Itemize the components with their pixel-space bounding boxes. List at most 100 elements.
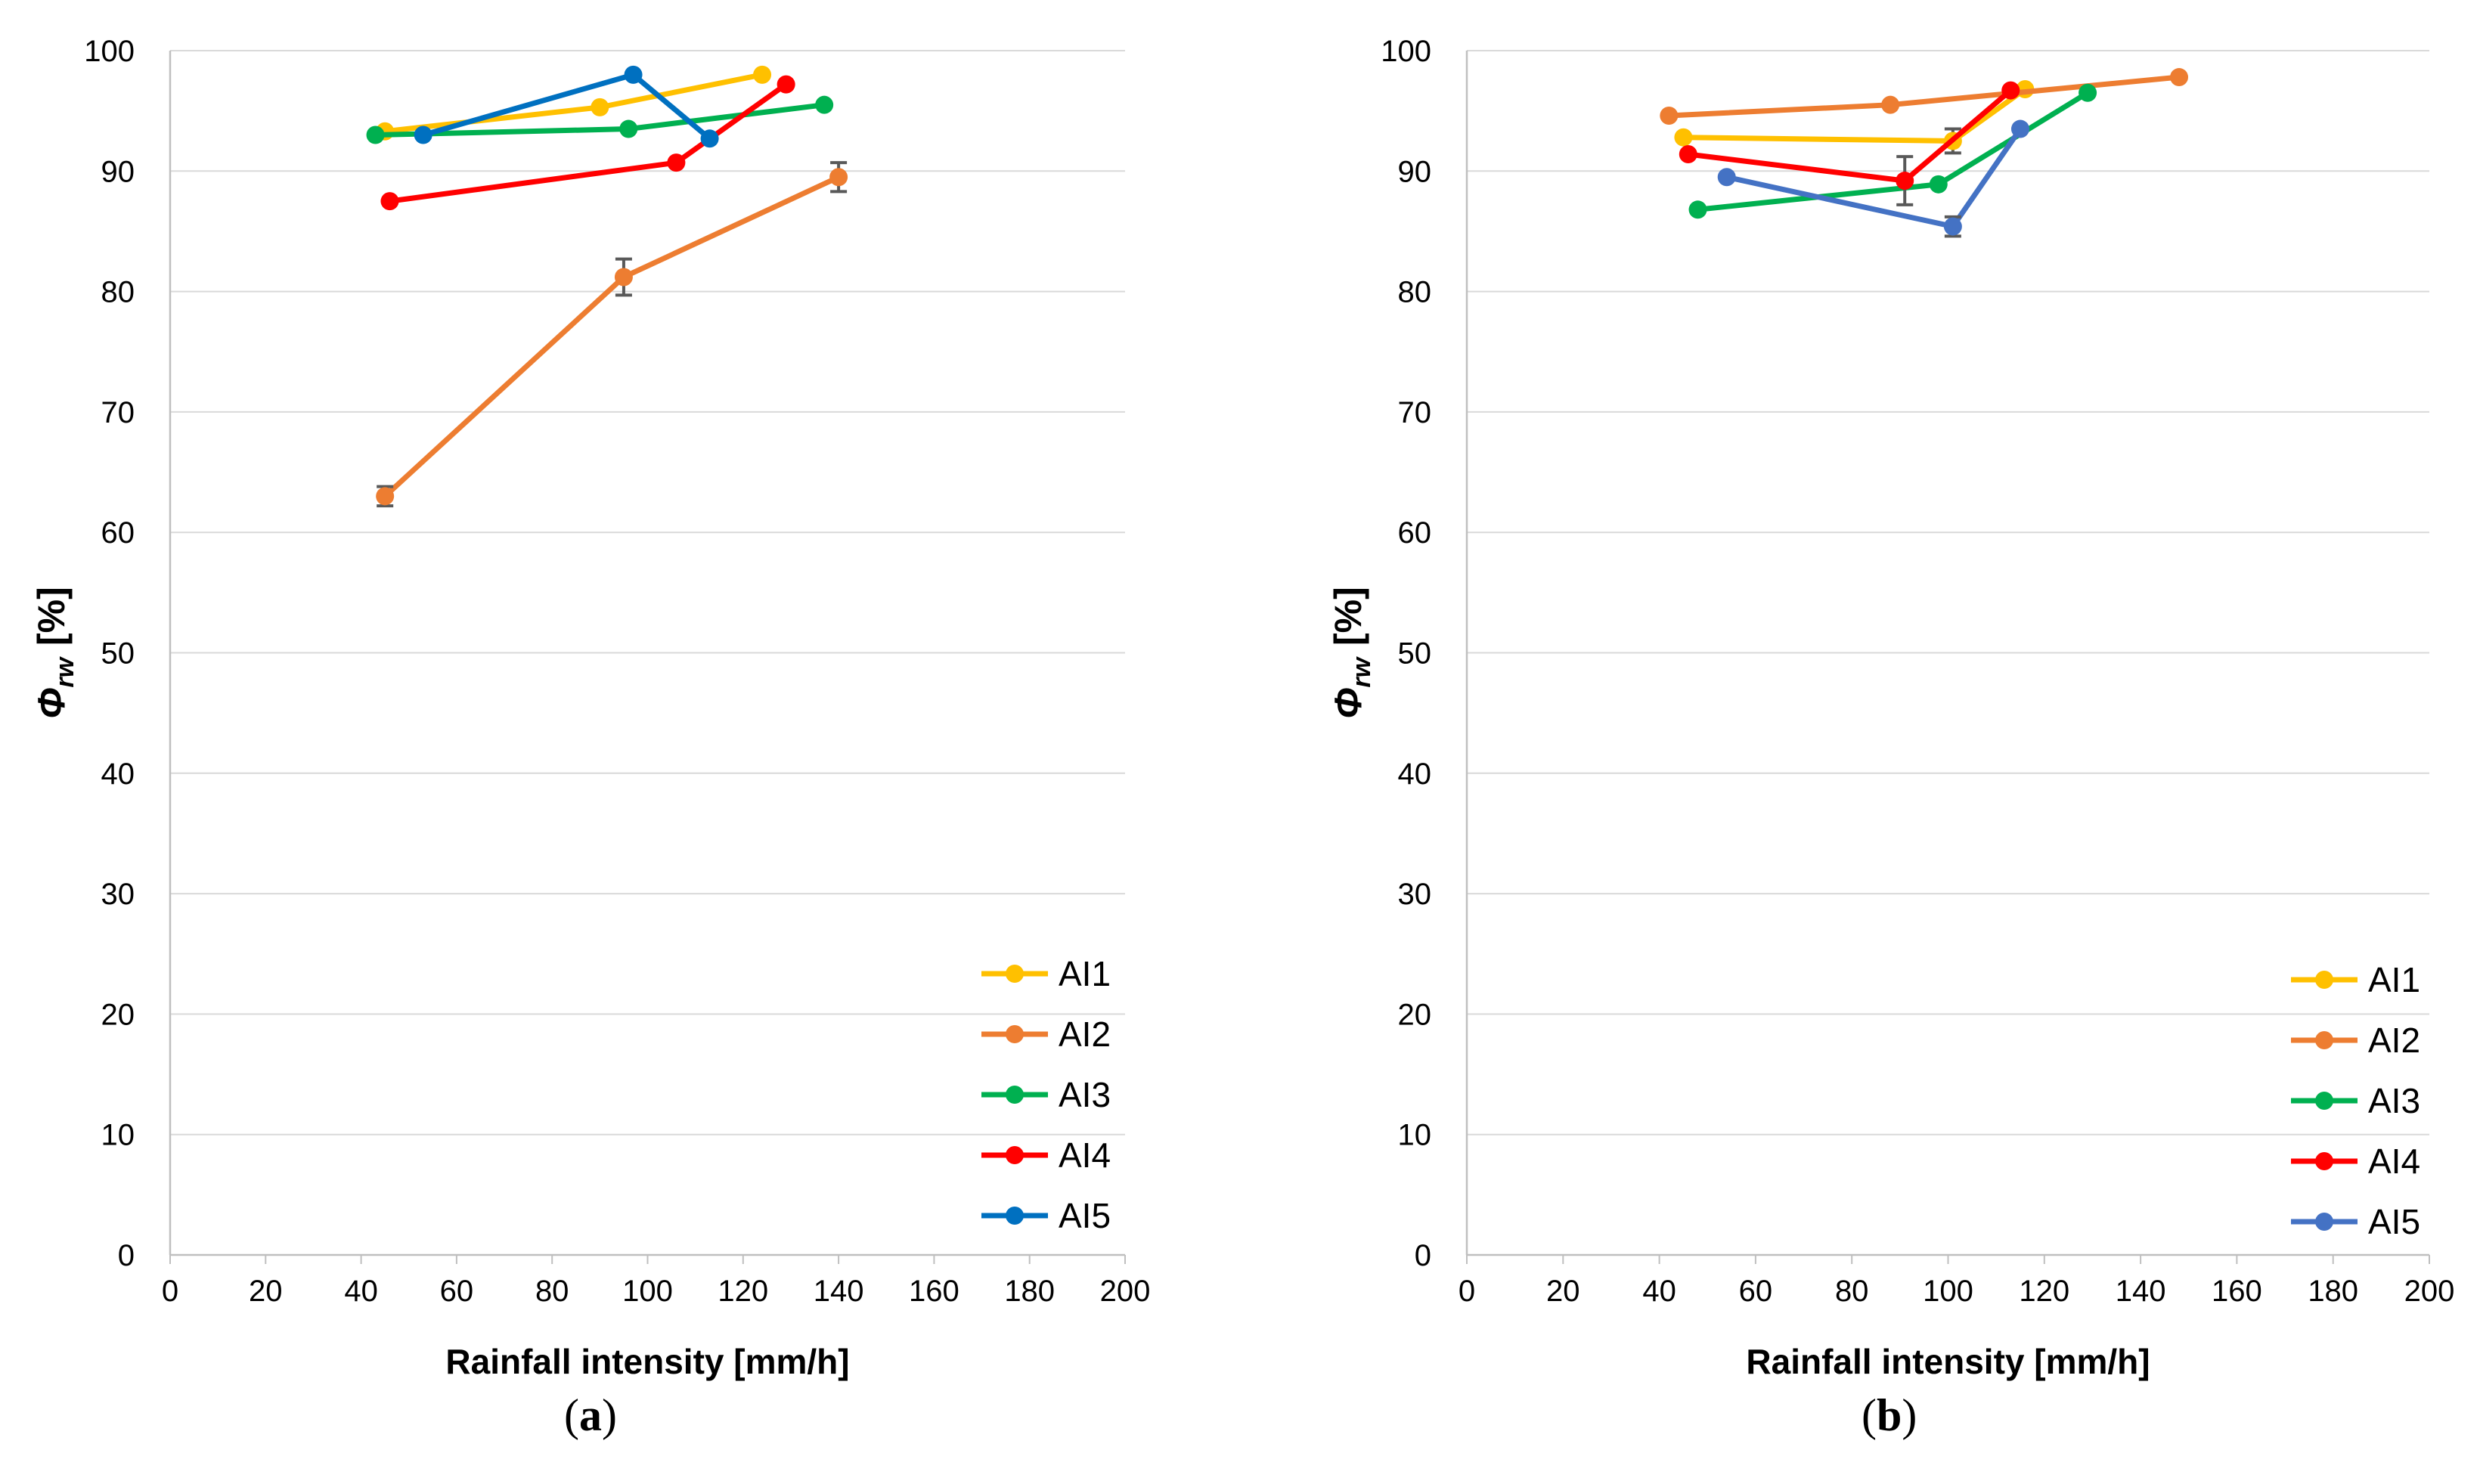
- x-tick-label: 100: [1923, 1275, 1973, 1308]
- y-tick-label: 70: [1398, 396, 1432, 429]
- y-tick-label: 0: [118, 1239, 135, 1272]
- y-axis-subscript: rw: [1347, 655, 1376, 687]
- legend-item-AI2: AI2: [981, 1015, 1111, 1054]
- x-tick-label: 180: [1004, 1275, 1055, 1308]
- series-line: [382, 174, 842, 499]
- x-tick-label: 80: [535, 1275, 569, 1308]
- legend-label: AI5: [1059, 1196, 1111, 1235]
- legend-label: AI1: [1059, 954, 1111, 993]
- legend-marker: [1006, 1146, 1024, 1164]
- y-tick-label: 20: [101, 998, 135, 1031]
- y-tick-label: 50: [1398, 637, 1432, 671]
- data-point: [591, 98, 609, 116]
- y-tick-label: 0: [1415, 1239, 1431, 1272]
- x-tick-label: 0: [162, 1275, 178, 1308]
- legend-label: AI1: [2368, 960, 2420, 999]
- legend-item-AI4: AI4: [2291, 1142, 2420, 1181]
- x-tick-label: 140: [2116, 1275, 2166, 1308]
- series-AI5: [1717, 119, 2029, 238]
- x-tick-label: 160: [909, 1275, 959, 1308]
- legend-marker: [2315, 1092, 2333, 1110]
- x-axis-title: Rainfall intensity [mm/h]: [1746, 1342, 2150, 1381]
- data-point: [2010, 119, 2029, 138]
- legend-label: AI3: [1059, 1075, 1111, 1114]
- y-tick-label: 50: [101, 637, 135, 671]
- x-tick-label: 80: [1835, 1275, 1869, 1308]
- data-point: [1674, 128, 1693, 147]
- data-point: [380, 192, 399, 211]
- series-AI5: [414, 65, 719, 148]
- x-tick-label: 160: [2212, 1275, 2262, 1308]
- legend-marker: [1006, 965, 1024, 983]
- y-tick-label: 10: [101, 1119, 135, 1152]
- legend-item-AI5: AI5: [981, 1196, 1111, 1235]
- legend-marker: [2315, 1213, 2333, 1231]
- x-tick-label: 180: [2308, 1275, 2358, 1308]
- data-point: [1929, 175, 1948, 194]
- x-tick-label: 20: [1546, 1275, 1580, 1308]
- legend-label: AI5: [2368, 1202, 2420, 1241]
- data-point: [829, 168, 848, 187]
- data-point: [376, 487, 395, 506]
- legend-item-AI1: AI1: [2291, 960, 2420, 999]
- data-point: [414, 125, 432, 144]
- x-tick-label: 100: [622, 1275, 673, 1308]
- series-AI4: [380, 75, 795, 211]
- series-line: [382, 72, 765, 135]
- legend-label: AI3: [2368, 1081, 2420, 1120]
- data-point: [614, 268, 633, 287]
- x-tick-label: 60: [1739, 1275, 1773, 1308]
- data-point: [777, 75, 795, 94]
- y-axis-symbol: Φ: [1327, 688, 1369, 719]
- x-tick-label: 200: [1100, 1275, 1151, 1308]
- chart-panel-a: 0 10 20 30 40 50 60 70 80 90 100 0 20 40 60 80 100 120 140…: [30, 35, 1150, 1381]
- x-tick-label: 140: [814, 1275, 864, 1308]
- data-point: [2079, 83, 2097, 102]
- y-tick-label: 90: [101, 155, 135, 188]
- data-point: [667, 153, 686, 172]
- y-tick-label: 30: [101, 878, 135, 911]
- data-point: [619, 119, 638, 138]
- caption-a-letter: a: [578, 1390, 602, 1440]
- data-point: [2001, 81, 2020, 100]
- y-tick-label: 90: [1398, 155, 1432, 188]
- x-axis-title: Rainfall intensity [mm/h]: [445, 1342, 849, 1381]
- y-tick-label: 70: [101, 396, 135, 429]
- y-tick-label: 10: [1398, 1119, 1432, 1152]
- y-tick-label: 100: [84, 35, 135, 68]
- data-point: [366, 125, 385, 144]
- series-AI3: [1688, 83, 2097, 219]
- legend-item-AI4: AI4: [981, 1135, 1111, 1175]
- legend-marker: [2315, 1152, 2333, 1170]
- legend-item-AI1: AI1: [981, 954, 1111, 993]
- data-point: [753, 65, 772, 84]
- x-tick-label: 0: [1459, 1275, 1475, 1308]
- legend-marker: [2315, 971, 2333, 989]
- x-tick-label: 120: [2019, 1275, 2069, 1308]
- caption-b: (b): [1862, 1390, 1917, 1440]
- y-axis-symbol: Φ: [30, 688, 73, 719]
- legend-item-AI3: AI3: [981, 1075, 1111, 1114]
- y-tick-label: 80: [1398, 276, 1432, 309]
- data-point: [1896, 172, 1914, 191]
- data-point: [1660, 107, 1679, 125]
- legend-marker: [1006, 1207, 1024, 1225]
- y-tick-label: 20: [1398, 998, 1432, 1031]
- x-tick-label: 20: [249, 1275, 283, 1308]
- legend-marker: [2315, 1031, 2333, 1049]
- y-axis-subscript: rw: [51, 655, 79, 687]
- series-AI2: [376, 161, 848, 508]
- series-line: [386, 82, 789, 204]
- x-tick-label: 40: [1642, 1275, 1676, 1308]
- legend-marker: [1006, 1086, 1024, 1104]
- caption-b-letter: b: [1876, 1390, 1902, 1440]
- legend-marker: [1006, 1025, 1024, 1043]
- y-axis-unit: [%]: [30, 587, 73, 646]
- y-axis-title: Φrw [%]: [30, 587, 79, 719]
- data-point: [1688, 200, 1707, 219]
- x-tick-label: 200: [2404, 1275, 2455, 1308]
- x-tick-label: 60: [440, 1275, 474, 1308]
- data-point: [1717, 168, 1736, 187]
- series-AI4: [1679, 81, 2020, 206]
